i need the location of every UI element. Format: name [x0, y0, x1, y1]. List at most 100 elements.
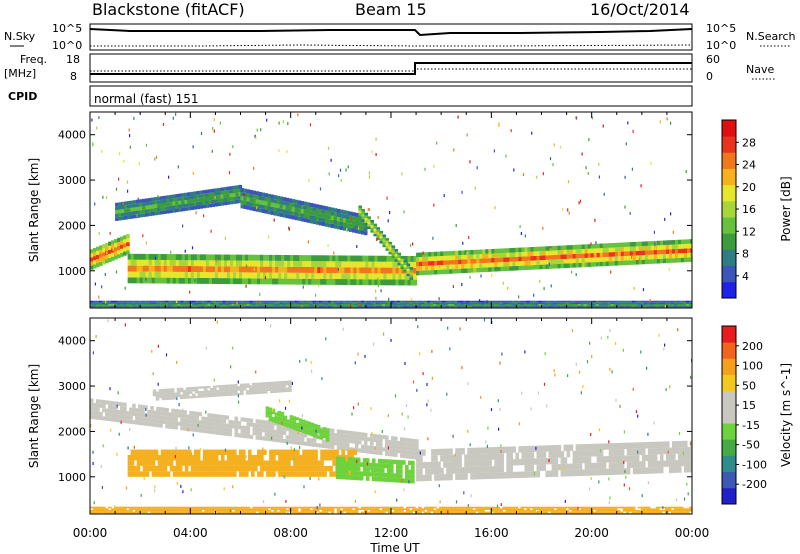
power-colorbar-tick-2: 12: [742, 225, 756, 238]
power-colorbar-tick-6: 28: [742, 136, 756, 149]
power-data: [90, 112, 692, 308]
freq-tick-high: 18: [66, 53, 80, 66]
n-sky-tick-high: 10^5: [52, 22, 82, 35]
n-search-label: N.Search: [746, 30, 796, 43]
velocity-colorbar-tick-1: 100: [742, 360, 763, 373]
cpid-panel: CPID normal (fast) 151: [8, 85, 693, 107]
velocity-ytick-1: 2000: [58, 425, 86, 438]
cpid-value: normal (fast) 151: [94, 92, 198, 106]
power-panel: 1000 2000 3000 4000 Slant Range [km] 4 8 12 16 20…: [27, 111, 793, 309]
power-colorbar-swatch-3: [722, 233, 736, 250]
power-band-5: [358, 205, 414, 280]
velocity-band-5: [152, 380, 292, 401]
power-colorbar-swatch-6: [722, 184, 736, 202]
velocity-colorbar-swatch-8: [722, 358, 736, 375]
velocity-band-3: [335, 456, 415, 484]
time-tick-2: 08:00: [273, 526, 308, 540]
n-sky-tick-low: 10^0: [52, 39, 82, 52]
velocity-panel: 1000 2000 3000 4000 Slant Range [km] 200 100 50…: [27, 317, 793, 515]
time-tick-0: 00:00: [73, 526, 108, 540]
nave-tick-high: 60: [706, 53, 720, 66]
power-ytick-2: 3000: [58, 174, 86, 187]
velocity-colorbar-swatch-0: [722, 487, 736, 505]
velocity-colorbar-swatch-1: [722, 471, 736, 489]
velocity-colorbar-swatch-5: [722, 406, 736, 424]
velocity-ytick-3: 4000: [58, 335, 86, 348]
velocity-ytick-2: 3000: [58, 380, 86, 393]
velocity-colorbar-swatch-2: [722, 455, 736, 473]
n-search-trace: [90, 44, 693, 47]
freq-unit-label: [MHz]: [4, 67, 36, 80]
power-colorbar-tick-5: 24: [742, 159, 756, 172]
power-colorbar-swatch-4: [722, 217, 736, 234]
velocity-colorbar-label: Velocity [m s^-1]: [779, 363, 793, 467]
noise-panel: N.Sky 10^5 10^0 10^5 10^0 N.Search: [4, 22, 796, 52]
beam-label: Beam 15: [355, 0, 427, 19]
velocity-ytick-0: 1000: [58, 471, 86, 484]
time-tick-6: 00:00: [675, 526, 710, 540]
power-colorbar-swatch-9: [722, 136, 736, 153]
power-colorbar-swatch-8: [722, 152, 736, 169]
nave-trace: [90, 68, 692, 72]
time-axis: 00:00 04:00 08:00 12:00 16:00 20:00 00:00: [73, 526, 710, 540]
velocity-band-1: [416, 440, 692, 482]
power-colorbar: 4 8 12 16 20 24 28 Power [dB]: [721, 119, 793, 299]
freq-label: Freq.: [20, 53, 47, 66]
freq-tick-low: 8: [70, 70, 77, 83]
power-colorbar-swatch-1: [722, 265, 736, 283]
date-label: 16/Oct/2014: [590, 0, 690, 19]
power-colorbar-swatch-0: [722, 281, 736, 299]
velocity-colorbar-tick-5: -50: [742, 439, 760, 452]
n-sky-label: N.Sky: [4, 30, 36, 43]
power-colorbar-tick-0: 4: [742, 270, 749, 283]
n-search-tick-low: 10^0: [706, 39, 736, 52]
power-speckles: [91, 112, 692, 308]
power-colorbar-swatch-5: [722, 200, 736, 218]
power-ylabel: Slant Range [km]: [27, 158, 41, 262]
power-ytick-1: 2000: [58, 219, 86, 232]
n-search-tick-high: 10^5: [706, 22, 736, 35]
velocity-colorbar-tick-6: -100: [742, 458, 767, 471]
velocity-colorbar-swatch-9: [722, 342, 736, 359]
nave-label: Nave: [746, 63, 774, 76]
power-colorbar-tick-3: 16: [742, 203, 756, 216]
power-band-0: [90, 234, 130, 270]
power-band-1: [127, 253, 418, 286]
station-title: Blackstone (fitACF): [92, 0, 245, 19]
velocity-band-2: [127, 449, 357, 477]
velocity-ylabel: Slant Range [km]: [27, 364, 41, 468]
power-ytick-3: 4000: [58, 129, 86, 142]
time-tick-5: 20:00: [574, 526, 609, 540]
velocity-colorbar-tick-3: 15: [742, 399, 756, 412]
freq-trace: [90, 62, 692, 75]
time-tick-3: 12:00: [374, 526, 409, 540]
velocity-colorbar-swatch-7: [722, 374, 736, 392]
power-colorbar-tick-1: 8: [742, 248, 749, 261]
power-band-3: [115, 184, 243, 221]
power-colorbar-swatch-10: [722, 120, 736, 137]
power-colorbar-swatch-7: [722, 168, 736, 186]
velocity-colorbar-swatch-6: [722, 390, 736, 408]
velocity-colorbar-tick-7: -200: [742, 478, 767, 491]
power-ytick-0: 1000: [58, 265, 86, 278]
power-colorbar-label: Power [dB]: [779, 176, 793, 241]
time-tick-4: 16:00: [474, 526, 509, 540]
velocity-colorbar-tick-2: 50: [742, 379, 756, 392]
power-colorbar-tick-4: 20: [742, 181, 756, 194]
velocity-speckles: [90, 318, 692, 514]
velocity-colorbar-swatch-3: [722, 439, 736, 456]
freq-panel: Freq. [MHz] 18 8 60 0 Nave: [4, 53, 776, 83]
time-tick-1: 04:00: [173, 526, 208, 540]
cpid-label: CPID: [8, 90, 37, 103]
velocity-colorbar-swatch-4: [722, 423, 736, 440]
velocity-data: [90, 318, 692, 514]
nave-tick-low: 0: [706, 70, 713, 83]
velocity-colorbar-tick-4: -15: [742, 419, 760, 432]
velocity-colorbar-tick-0: 200: [742, 340, 763, 353]
power-colorbar-swatch-2: [722, 249, 736, 267]
power-band-4: [240, 188, 368, 236]
velocity-colorbar: 200 100 50 15 -15 -50 -100 -200 Velocity [m s^-1…: [721, 325, 793, 505]
n-sky-trace: [89, 28, 693, 37]
velocity-colorbar-swatch-10: [722, 326, 736, 343]
